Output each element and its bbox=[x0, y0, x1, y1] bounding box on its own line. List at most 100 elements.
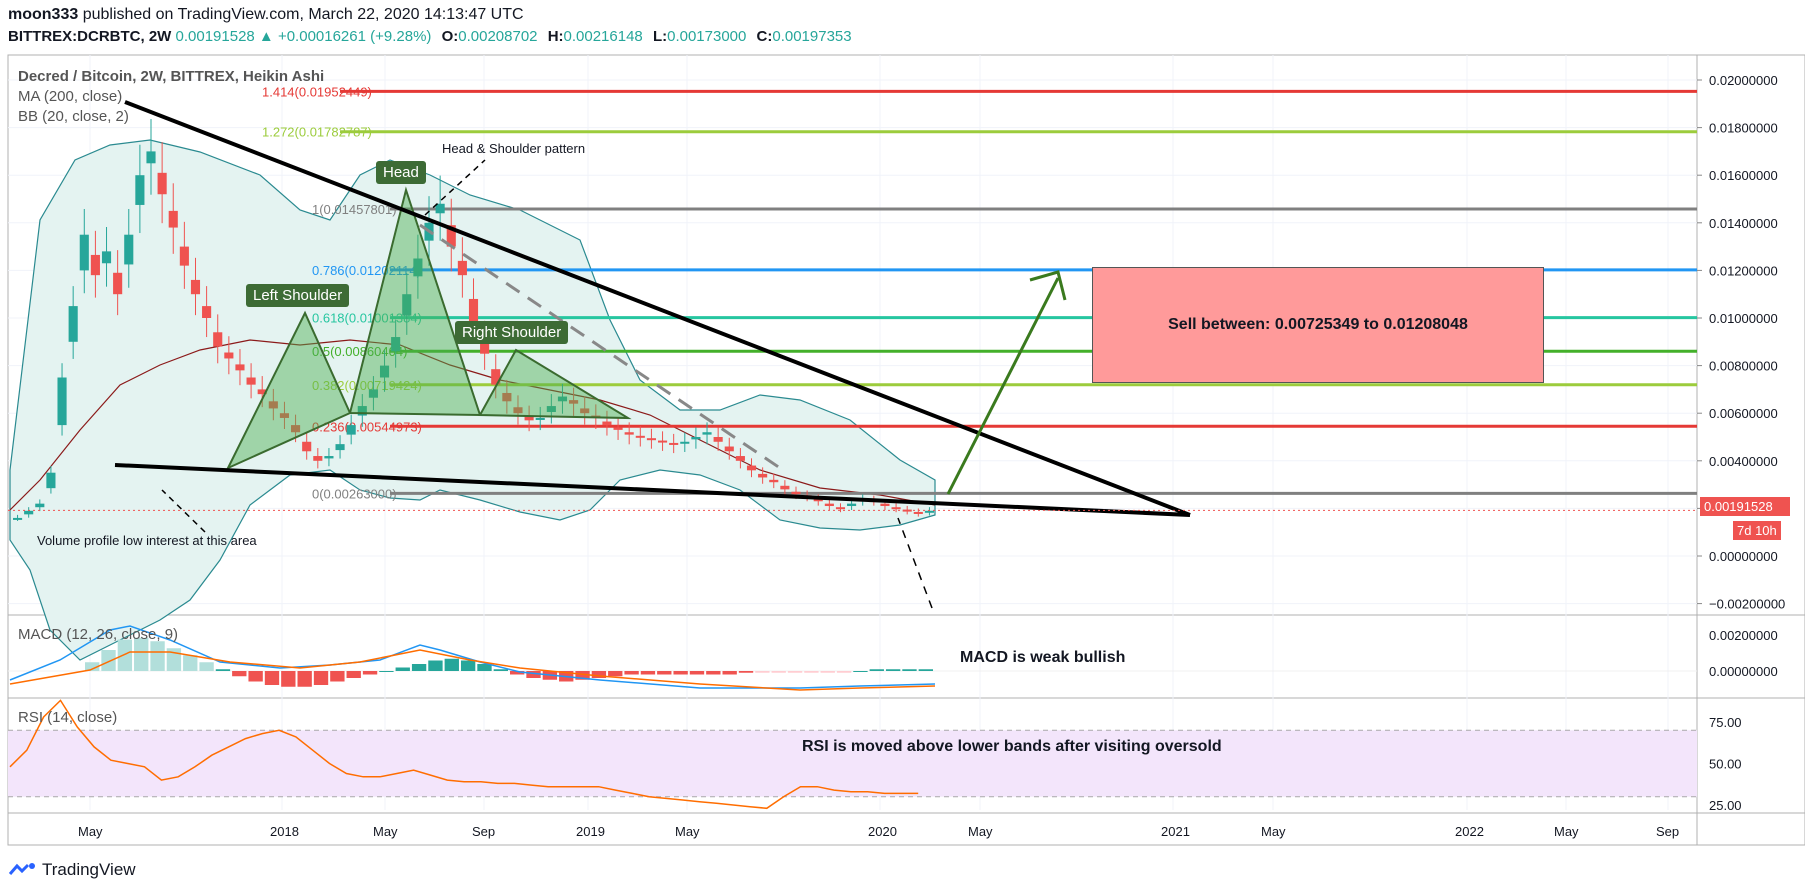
x-tick-label: May bbox=[78, 824, 103, 839]
candle-body bbox=[669, 442, 679, 445]
ohlc-line: BITTREX:DCRBTC, 2W 0.00191528 ▲ +0.00016… bbox=[8, 28, 852, 45]
candle-body bbox=[146, 151, 156, 164]
y-tick-label: 0.00400000 bbox=[1709, 454, 1778, 469]
candle-body bbox=[101, 251, 112, 264]
macd-tick-label: 0.00000000 bbox=[1709, 664, 1778, 679]
macd-bar bbox=[330, 671, 345, 682]
fib-level-label: 0(0.00263000) bbox=[312, 486, 397, 501]
candle-body bbox=[24, 510, 34, 515]
fib-level-label: 0.236(0.00544973) bbox=[312, 419, 422, 434]
candle-body bbox=[224, 352, 234, 359]
rsi-tick-label: 25.00 bbox=[1709, 798, 1742, 813]
y-tick-label: 0.00600000 bbox=[1709, 406, 1778, 421]
candle-body bbox=[391, 337, 401, 352]
candle-body bbox=[613, 427, 623, 430]
candle-body bbox=[902, 509, 912, 512]
candle-body bbox=[824, 503, 834, 507]
candle-body bbox=[324, 456, 334, 459]
left-shoulder-shape bbox=[225, 310, 352, 471]
macd-bar bbox=[117, 639, 133, 671]
macd-bar bbox=[297, 671, 312, 687]
right-shoulder-label: Right Shoulder bbox=[455, 321, 569, 344]
high-label: H: bbox=[547, 28, 564, 45]
candle-body bbox=[880, 503, 890, 507]
macd-bar bbox=[836, 671, 852, 673]
countdown-tag: 7d 10h bbox=[1733, 521, 1781, 540]
macd-bar bbox=[755, 671, 770, 673]
macd-bar bbox=[738, 671, 754, 673]
macd-bar bbox=[575, 671, 590, 680]
candle-body bbox=[379, 365, 390, 378]
candle-body bbox=[635, 435, 645, 438]
fib-level-label: 0.618(0.01001384) bbox=[312, 311, 422, 326]
macd-bar bbox=[771, 671, 786, 673]
candle-body bbox=[68, 306, 78, 342]
macd-bar bbox=[591, 671, 607, 678]
macd-bar bbox=[722, 671, 737, 675]
macd-legend[interactable]: MACD (12, 26, close, 9) bbox=[18, 626, 179, 643]
candle-body bbox=[457, 260, 467, 276]
bb-legend[interactable]: BB (20, close, 2) bbox=[18, 108, 129, 125]
candle-body bbox=[769, 479, 779, 483]
y-tick-label: 0.00800000 bbox=[1709, 359, 1778, 374]
candle-body bbox=[90, 254, 100, 276]
macd-bar bbox=[183, 655, 198, 671]
x-tick-label: 2020 bbox=[868, 824, 897, 839]
ma-legend[interactable]: MA (200, close) bbox=[18, 88, 123, 105]
candle-body bbox=[257, 389, 267, 395]
candle-body bbox=[302, 441, 312, 452]
last-price: 0.00191528 bbox=[175, 28, 255, 45]
x-tick-label: 2022 bbox=[1455, 824, 1484, 839]
sell-zone-text: Sell between: 0.00725349 to 0.01208048 bbox=[1168, 316, 1468, 333]
x-tick-label: Sep bbox=[472, 824, 495, 839]
candle-body bbox=[513, 407, 523, 414]
macd-bar bbox=[313, 671, 329, 685]
candle-body bbox=[657, 440, 668, 443]
candle-body bbox=[190, 279, 201, 295]
candle-body bbox=[46, 472, 56, 489]
candle-body bbox=[435, 203, 445, 214]
author-name[interactable]: moon333 bbox=[8, 6, 79, 23]
macd-bar bbox=[346, 671, 361, 678]
y-tick-label: −0.00200000 bbox=[1709, 597, 1785, 612]
sell-zone-box: Sell between: 0.00725349 to 0.01208048 bbox=[1092, 267, 1544, 383]
candle-body bbox=[346, 425, 356, 435]
macd-bar bbox=[608, 671, 623, 677]
symbol-label: BITTREX:DCRBTC, 2W bbox=[8, 28, 172, 45]
macd-bar bbox=[820, 671, 835, 673]
macd-bar bbox=[281, 671, 296, 687]
candle-body bbox=[491, 369, 501, 385]
close-label: C: bbox=[756, 28, 773, 45]
candle-body bbox=[279, 413, 290, 418]
macd-bar bbox=[248, 671, 263, 682]
candle-body bbox=[57, 377, 67, 426]
macd-bar bbox=[150, 641, 165, 671]
macd-bar bbox=[460, 660, 476, 671]
rsi-legend[interactable]: RSI (14, close) bbox=[18, 709, 118, 726]
macd-bar bbox=[706, 671, 721, 675]
projection-arrow bbox=[946, 277, 1060, 495]
rsi-tick-label: 75.00 bbox=[1709, 715, 1742, 730]
candle-body bbox=[246, 377, 256, 385]
fib-level-label: 1.414(0.01952449) bbox=[262, 84, 372, 99]
candle-body bbox=[202, 306, 212, 318]
fib-level-label: 0.786(0.01202114) bbox=[312, 263, 421, 278]
chart-title: Decred / Bitcoin, 2W, BITTREX, Heikin As… bbox=[18, 68, 325, 85]
head-shape bbox=[348, 186, 482, 417]
macd-bar bbox=[362, 671, 378, 675]
candle-body bbox=[168, 210, 178, 228]
candle-body bbox=[335, 444, 345, 451]
y-tick-label: 0.00000000 bbox=[1709, 549, 1778, 564]
fib-level-label: 1(0.01457801) bbox=[312, 202, 397, 217]
tradingview-logo[interactable]: TradingView bbox=[8, 860, 136, 880]
candle-body bbox=[535, 417, 545, 420]
head-label: Head bbox=[376, 161, 426, 184]
left-shoulder-label: Left Shoulder bbox=[246, 284, 350, 307]
candle-body bbox=[691, 437, 701, 440]
bottom-pointer bbox=[897, 517, 933, 609]
candle-body bbox=[724, 446, 734, 452]
descending-trendline bbox=[124, 100, 1191, 517]
rsi-tick-label: 50.00 bbox=[1709, 757, 1742, 772]
candle-body bbox=[746, 465, 757, 471]
